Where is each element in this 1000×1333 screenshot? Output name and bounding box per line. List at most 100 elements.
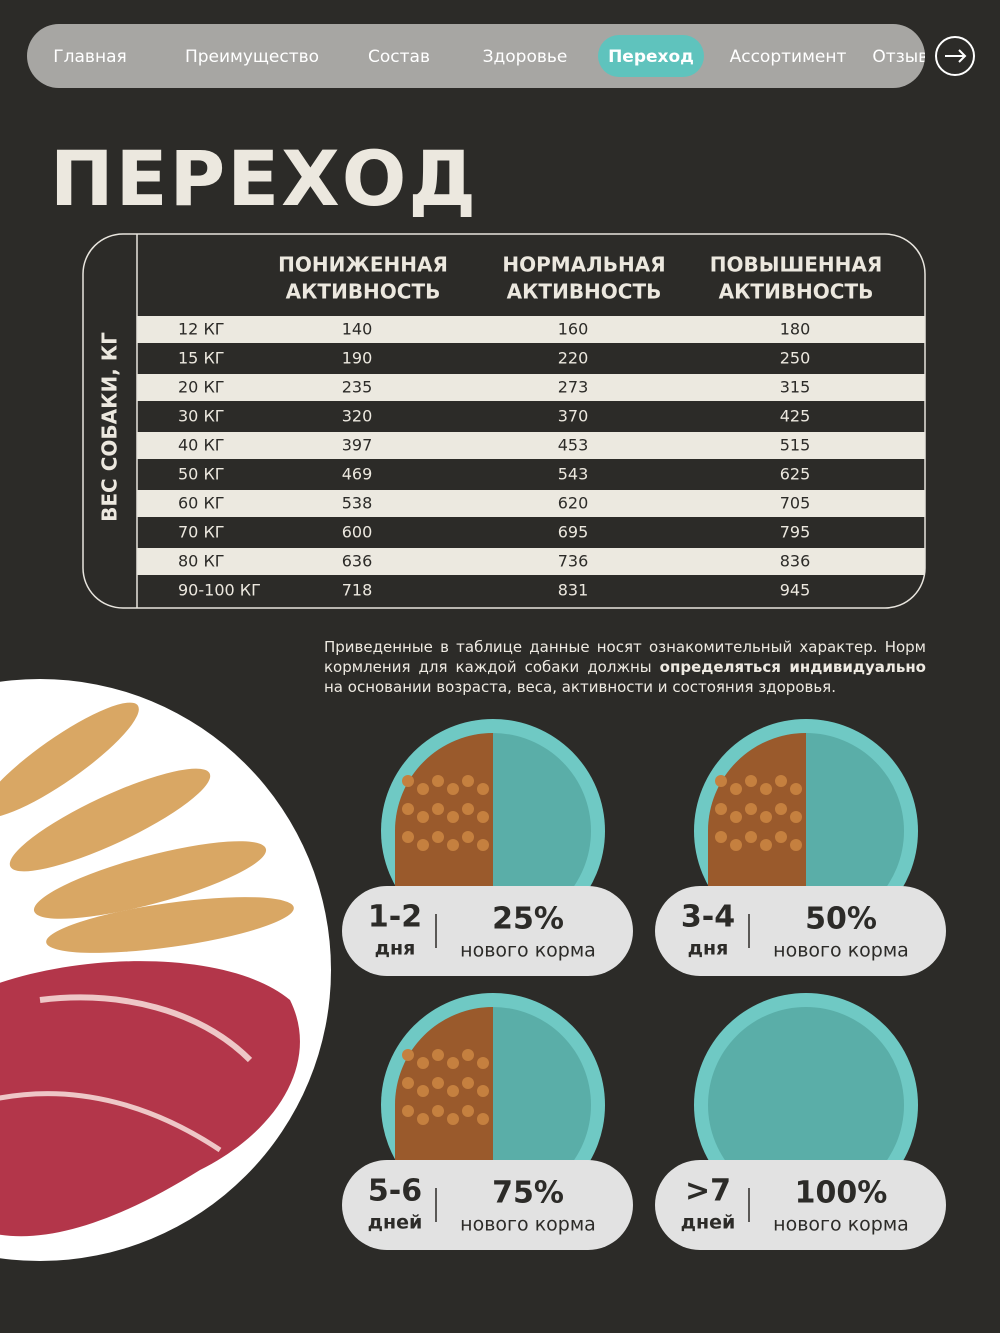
kibble <box>775 803 787 815</box>
kibble <box>745 831 757 843</box>
table-cell: 718 <box>342 581 373 600</box>
table-row <box>137 432 925 459</box>
table-row <box>137 519 925 546</box>
note-text: на основании возраста, веса, активности … <box>324 678 836 696</box>
weight-label: 20 КГ <box>178 378 225 397</box>
kibble <box>730 783 742 795</box>
card: 5-6 дней 75% нового корма <box>342 993 633 1250</box>
table-cell: 397 <box>342 436 373 455</box>
table-cell: 543 <box>558 465 589 484</box>
table: 12 КГ 140 160 180 15 КГ 190 220 250 20 КГ 235 273 3… <box>82 233 926 609</box>
card-percent: 50% <box>805 902 877 937</box>
card: >7 дней 100% нового корма <box>655 993 946 1250</box>
table-cell: 705 <box>780 494 811 513</box>
nav-bar <box>27 24 925 88</box>
nav-item[interactable]: Преимущество <box>185 47 319 67</box>
kibble <box>462 1077 474 1089</box>
kibble <box>760 811 772 823</box>
card-unit: дня <box>688 938 729 960</box>
card-percent: 75% <box>492 1176 564 1211</box>
kibble <box>417 839 429 851</box>
kibble <box>745 803 757 815</box>
note-text: Приведенные в таблице данные носят ознак… <box>324 638 926 676</box>
kibble <box>760 783 772 795</box>
kibble <box>417 783 429 795</box>
wheat <box>0 702 294 953</box>
nav-item[interactable]: Отзывы <box>872 47 941 67</box>
table-cell: 250 <box>780 349 811 368</box>
nav-item[interactable]: Главная <box>53 47 126 67</box>
kibble <box>477 1085 489 1097</box>
nav-next-button[interactable] <box>935 36 975 76</box>
meat <box>0 961 300 1237</box>
weight-label: 60 КГ <box>178 494 225 513</box>
kibble <box>432 1105 444 1117</box>
table-cell: 180 <box>780 320 811 339</box>
weight-label: 90-100 КГ <box>178 581 261 600</box>
kibble <box>447 839 459 851</box>
card-period: >7 <box>685 1174 731 1209</box>
table-row <box>137 403 925 430</box>
table-row <box>137 316 925 343</box>
table-row <box>137 461 925 488</box>
kibble <box>715 803 727 815</box>
card-unit: дня <box>375 938 416 960</box>
kibble <box>432 1077 444 1089</box>
card-pill <box>342 1160 633 1250</box>
kibble <box>477 1113 489 1125</box>
table-row <box>137 374 925 401</box>
kibble <box>417 811 429 823</box>
kibble <box>462 775 474 787</box>
nav-items: Главная Преимущество Состав Здоровье Переход… <box>53 35 941 77</box>
kibble <box>477 811 489 823</box>
card-caption: нового корма <box>773 1214 909 1236</box>
weight-label: 30 КГ <box>178 407 225 426</box>
table-cell: 315 <box>780 378 811 397</box>
kibble <box>432 831 444 843</box>
card-pill <box>342 886 633 976</box>
nav-item[interactable]: Здоровье <box>483 47 568 67</box>
kibble <box>477 839 489 851</box>
kibble <box>432 803 444 815</box>
bowl-food <box>708 1007 904 1203</box>
kibble <box>417 1057 429 1069</box>
kibble <box>745 775 757 787</box>
column-header: АКТИВНОСТЬ <box>719 280 874 304</box>
weight-label: 15 КГ <box>178 349 225 368</box>
nav-item[interactable]: Переход <box>608 47 694 67</box>
kibble <box>462 1105 474 1117</box>
kibble <box>447 1113 459 1125</box>
kibble <box>462 831 474 843</box>
nav-item[interactable]: Состав <box>368 47 430 67</box>
table-cell: 625 <box>780 465 811 484</box>
kibble <box>462 803 474 815</box>
kibble <box>417 1113 429 1125</box>
kibble <box>730 839 742 851</box>
table-cell: 370 <box>558 407 589 426</box>
kibble <box>402 1077 414 1089</box>
table-cell: 160 <box>558 320 589 339</box>
weight-label: 80 КГ <box>178 552 225 571</box>
column-header: НОРМАЛЬНАЯ <box>502 253 665 277</box>
kibble <box>775 775 787 787</box>
kibble <box>715 775 727 787</box>
table-cell: 600 <box>342 523 373 542</box>
kibble <box>477 1057 489 1069</box>
card-unit: дней <box>368 1212 423 1234</box>
table-cell: 945 <box>780 581 811 600</box>
nav-item[interactable]: Ассортимент <box>730 47 847 67</box>
nav-active-pill <box>598 35 704 77</box>
table-border <box>82 233 926 609</box>
kibble <box>402 831 414 843</box>
kibble <box>730 811 742 823</box>
table-cell: 795 <box>780 523 811 542</box>
kibble <box>447 1085 459 1097</box>
card-caption: нового корма <box>773 940 909 962</box>
table-cell: 695 <box>558 523 589 542</box>
kibble <box>447 811 459 823</box>
card-unit: дней <box>681 1212 736 1234</box>
page-title: ПЕРЕХОД <box>50 134 478 223</box>
table-cell: 190 <box>342 349 373 368</box>
